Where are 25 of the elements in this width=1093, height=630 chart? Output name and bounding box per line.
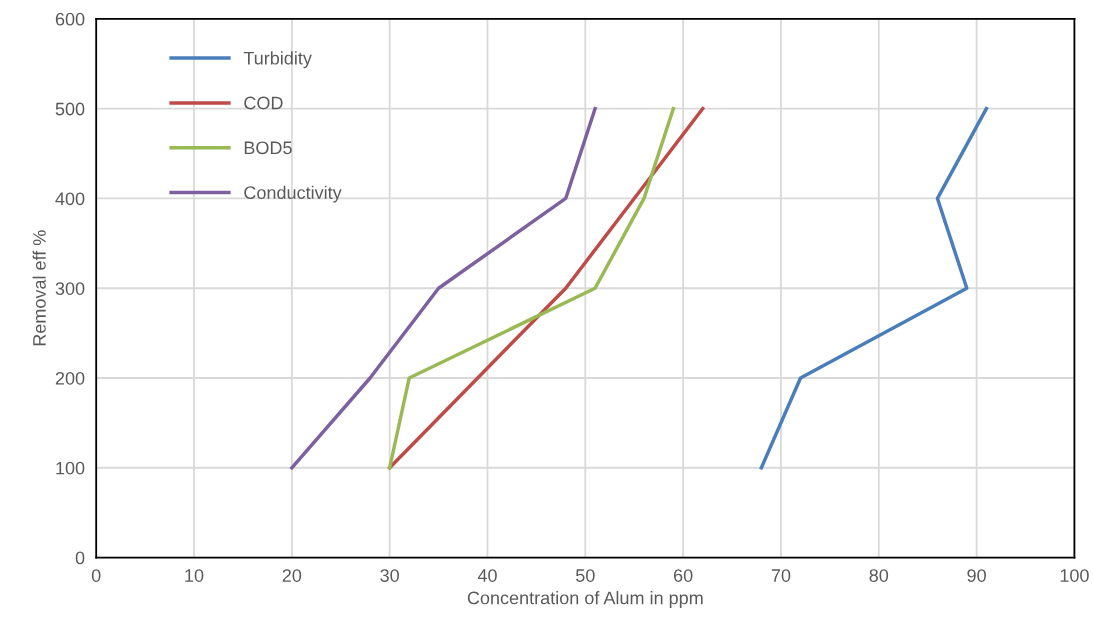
x-tick-label: 70 [771,569,791,582]
x-tick-label: 100 [1060,569,1089,582]
x-axis-title: Concentration of Alum in ppm [467,591,703,608]
line-series [759,106,989,470]
y-tick-label: 300 [55,282,85,295]
y-tick-label: 200 [55,371,85,385]
x-tick-label: 80 [869,569,889,582]
y-tick-label: 400 [55,192,85,206]
y-tick-label: 500 [55,102,85,116]
y-tick-label: 600 [55,12,85,26]
x-tick-label: 60 [674,569,693,582]
x-tick-label: 20 [282,569,302,582]
x-tick-label: 30 [380,569,399,582]
legend-label: Turbidity [243,51,312,69]
legend-label: COD [244,96,283,110]
x-tick-label: 90 [967,569,986,582]
legend-label: BOD5 [244,141,292,155]
x-tick-label: 10 [185,569,204,582]
x-tick-label: 0 [91,569,101,582]
y-tick-label: 100 [56,461,85,475]
y-tick-label: 0 [75,551,85,565]
x-tick-label: 40 [477,569,497,582]
legend-label: Conductivity [244,185,342,203]
y-axis-title: Removal eff % [32,230,46,346]
x-tick-label: 50 [575,569,595,582]
